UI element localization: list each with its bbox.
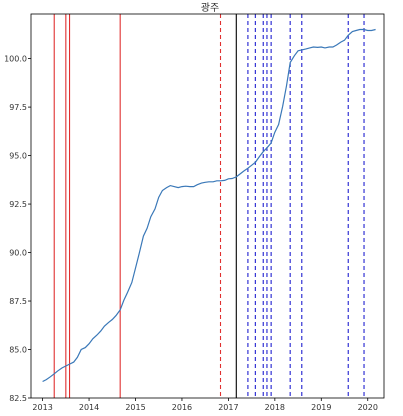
x-tick-label: 2016	[172, 403, 192, 412]
y-tick-label: 92.5	[9, 200, 27, 209]
y-tick-label: 100.0	[4, 55, 27, 64]
y-tick-label: 82.5	[9, 394, 27, 403]
x-tick-label: 2013	[32, 403, 52, 412]
vertical-guide-lines	[53, 14, 365, 398]
y-tick-label: 85.0	[9, 346, 27, 355]
x-tick-label: 2020	[358, 403, 378, 412]
chart-title: 광주	[201, 2, 219, 14]
x-axis: 2013 2014 2015 2016 2017 2018 2019 2020	[32, 398, 378, 412]
series-group	[42, 28, 376, 383]
y-tick-label: 97.5	[9, 103, 27, 112]
x-tick-label: 2014	[79, 403, 99, 412]
x-tick-label: 2018	[265, 403, 285, 412]
y-axis: 82.5 85.0 87.5 90.0 92.5 95.0 97.5 100.0	[4, 55, 31, 403]
x-tick-label: 2019	[311, 403, 331, 412]
y-tick-label: 87.5	[9, 297, 27, 306]
series-line	[42, 28, 376, 383]
y-tick-label: 90.0	[9, 249, 27, 258]
y-tick-label: 95.0	[9, 152, 27, 161]
plot-frame	[30, 13, 385, 399]
x-tick-label: 2015	[125, 403, 145, 412]
x-tick-label: 2017	[218, 403, 238, 412]
